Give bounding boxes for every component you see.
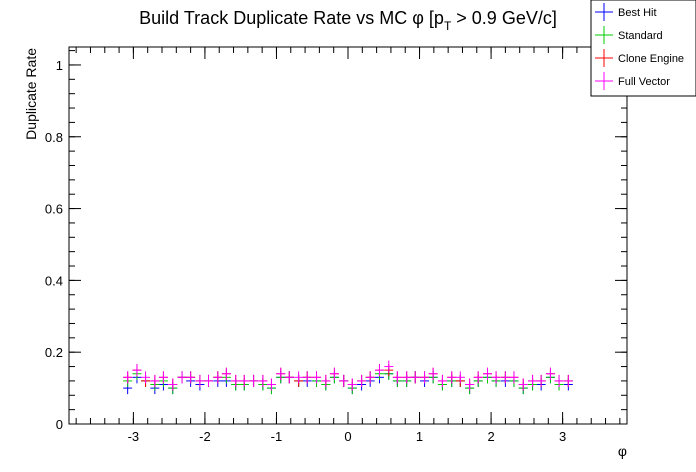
data-point — [536, 374, 546, 387]
data-point — [528, 374, 538, 387]
title-main: Build Track Duplicate Rate vs MC — [139, 8, 412, 28]
data-point — [402, 371, 412, 384]
legend-box — [590, 0, 696, 97]
data-point — [428, 367, 438, 380]
data-point — [150, 374, 160, 387]
data-point — [284, 371, 294, 384]
data-point — [455, 371, 465, 384]
x-tick-label: 3 — [559, 429, 566, 444]
data-point — [339, 374, 349, 387]
data-point — [294, 371, 304, 384]
data-point — [420, 371, 430, 384]
legend-item: Standard — [595, 26, 663, 44]
legend-label: Full Vector — [618, 76, 670, 88]
data-point — [221, 367, 231, 380]
legend-label: Clone Engine — [618, 53, 684, 65]
x-tick-label: 2 — [487, 429, 494, 444]
data-point — [365, 371, 375, 384]
data-point — [276, 367, 286, 380]
data-point — [509, 371, 519, 384]
data-point — [213, 371, 223, 384]
data-point — [357, 374, 367, 387]
data-point — [437, 374, 447, 387]
data-point — [483, 367, 492, 380]
y-tick-label: 1 — [56, 58, 63, 73]
x-axis-label: φ — [618, 443, 627, 459]
x-tick-label: -2 — [199, 429, 211, 444]
data-point — [465, 378, 475, 391]
data-point — [312, 371, 322, 384]
legend-label: Best Hit — [618, 7, 657, 19]
data-point — [554, 374, 564, 387]
chart-title: Build Track Duplicate Rate vs MC φ [pT >… — [139, 8, 557, 33]
data-point — [231, 374, 241, 387]
legend-item: Best Hit — [595, 3, 657, 21]
data-point — [384, 360, 394, 373]
data-point — [249, 374, 259, 387]
data-point — [204, 374, 213, 387]
data-point — [123, 371, 133, 384]
title-bracket: [p — [424, 8, 444, 28]
data-point — [141, 371, 151, 384]
x-tick-label: 0 — [344, 429, 351, 444]
y-tick-label: 0 — [56, 417, 63, 432]
x-tick-label: -3 — [128, 429, 140, 444]
data-point — [500, 371, 510, 384]
y-tick-label: 0.4 — [45, 273, 63, 288]
data-point — [132, 364, 142, 377]
data-point — [258, 374, 268, 387]
data-point — [302, 371, 312, 384]
title-subscript: T — [444, 19, 452, 33]
y-axis: 0 0.2 0.4 0.6 0.8 1 — [45, 50, 627, 432]
x-tick-label: -1 — [271, 429, 283, 444]
data-point — [347, 378, 357, 391]
data-point — [168, 378, 178, 391]
y-tick-label: 0.2 — [45, 345, 63, 360]
series-full-vector — [123, 360, 573, 391]
data-point — [392, 371, 402, 384]
data-point — [447, 371, 457, 384]
data-point — [374, 364, 384, 377]
data-point — [195, 374, 205, 387]
data-point — [563, 374, 573, 387]
data-point — [266, 378, 276, 391]
data-point — [239, 374, 249, 387]
data-point — [545, 367, 555, 380]
legend-item: Clone Engine — [595, 49, 684, 67]
data-point — [177, 371, 187, 384]
legend-item: Full Vector — [595, 72, 670, 90]
data-point — [518, 378, 528, 391]
y-tick-label: 0.8 — [45, 130, 63, 145]
data-point — [186, 371, 196, 384]
data-series — [123, 360, 573, 395]
title-phi: φ — [412, 8, 424, 28]
data-point — [321, 374, 331, 387]
legend: Best Hit Standard Clone Engine Full Vector — [590, 0, 696, 97]
y-tick-label: 0.6 — [45, 202, 63, 217]
x-tick-label: 1 — [416, 429, 423, 444]
data-point — [329, 367, 339, 380]
data-point — [491, 371, 501, 384]
y-axis-label: Duplicate Rate — [23, 48, 39, 140]
data-point — [473, 371, 483, 384]
legend-label: Standard — [618, 30, 663, 42]
data-point — [158, 371, 168, 384]
title-rest: > 0.9 GeV/c] — [451, 8, 557, 28]
data-point — [410, 371, 420, 384]
